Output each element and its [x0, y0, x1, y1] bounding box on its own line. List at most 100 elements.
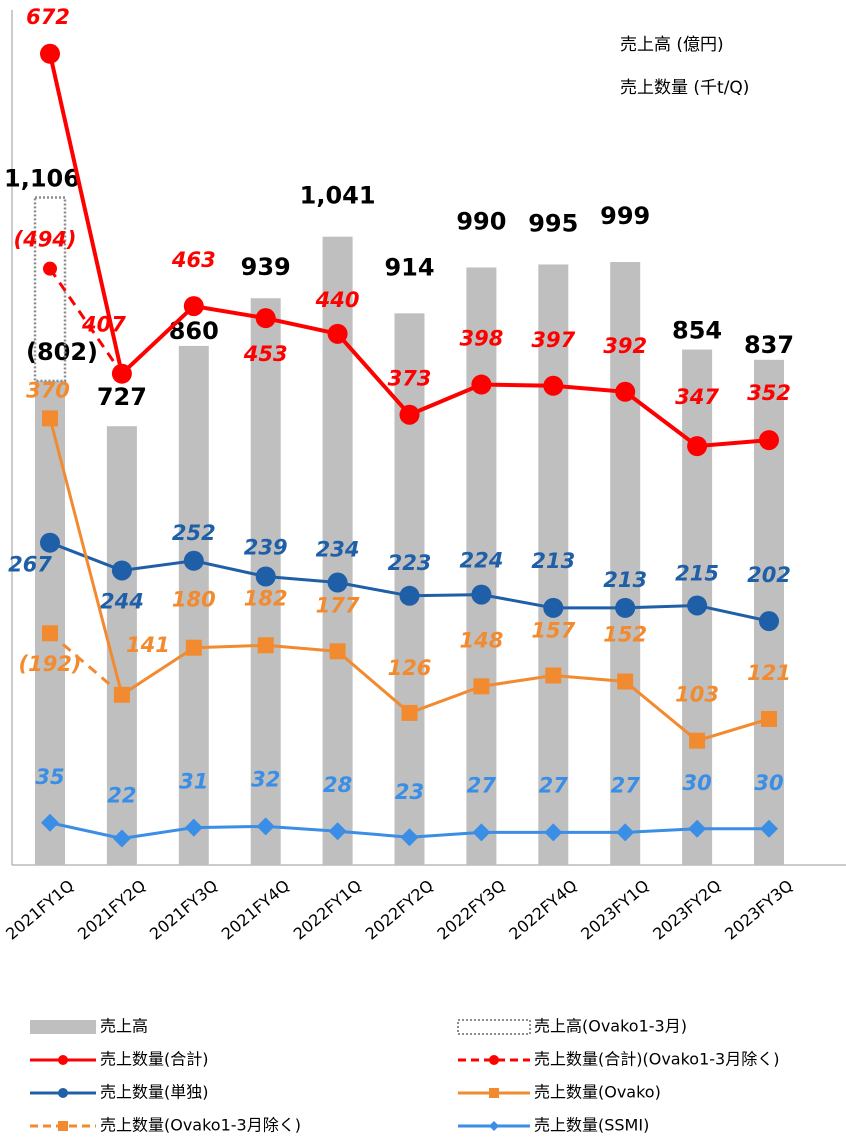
- data-label: 152: [603, 623, 647, 647]
- data-label: 157: [531, 618, 575, 642]
- data-label: 407: [81, 313, 126, 337]
- data-label: 392: [603, 334, 647, 358]
- legend-label: 売上高: [100, 1017, 148, 1036]
- data-label: (802): [26, 338, 98, 366]
- x-tick-label: 2022FY2Q: [362, 876, 437, 944]
- marker: [256, 817, 275, 836]
- legend-marker: [58, 1055, 68, 1065]
- data-label: (192): [18, 652, 81, 676]
- data-label: 30: [682, 771, 711, 795]
- data-label: 31: [179, 770, 208, 794]
- data-label: 453: [243, 342, 288, 366]
- legend-label: 売上数量(単独): [100, 1083, 209, 1102]
- legend-label: 売上数量(Ovako): [534, 1083, 661, 1102]
- data-label: 999: [600, 202, 650, 230]
- data-label: 239: [244, 535, 288, 559]
- data-label: 267: [8, 553, 52, 577]
- marker: [257, 637, 274, 654]
- bar: [178, 345, 209, 865]
- marker: [328, 822, 347, 841]
- x-tick-label: 2021FY1Q: [2, 876, 77, 944]
- unit-note: 売上数量 (千t/Q): [620, 78, 749, 98]
- data-label: 126: [388, 656, 432, 680]
- marker: [42, 625, 58, 642]
- marker: [471, 374, 492, 395]
- marker: [255, 308, 276, 329]
- marker: [40, 532, 60, 553]
- marker: [185, 639, 202, 656]
- marker: [399, 404, 420, 425]
- data-label: 141: [126, 633, 170, 657]
- legend-marker: [489, 1055, 499, 1065]
- data-label: 23: [395, 780, 424, 804]
- marker: [615, 381, 636, 402]
- bar: [610, 262, 641, 866]
- x-tick-label: 2023FY3Q: [721, 876, 796, 944]
- data-label: 440: [315, 288, 360, 312]
- data-label: 995: [528, 209, 578, 237]
- marker: [615, 597, 636, 618]
- legend-marker: [58, 1088, 68, 1098]
- line: [48, 267, 124, 375]
- data-label: 22: [107, 783, 136, 807]
- marker: [688, 819, 707, 838]
- data-label: (494): [13, 228, 76, 252]
- x-tick-label: 2023FY2Q: [649, 876, 724, 944]
- data-label: 27: [467, 773, 497, 797]
- data-label: 727: [97, 383, 147, 411]
- data-label: 914: [384, 253, 434, 281]
- data-label: 148: [459, 628, 503, 652]
- x-tick-label: 2022FY4Q: [505, 876, 580, 944]
- data-label: 224: [459, 549, 503, 573]
- data-label: 213: [531, 549, 575, 573]
- legend-marker: [58, 1121, 68, 1131]
- x-tick-label: 2023FY1Q: [577, 876, 652, 944]
- marker: [183, 550, 204, 571]
- data-label: 854: [672, 317, 722, 345]
- marker: [687, 436, 708, 457]
- marker: [41, 813, 59, 832]
- data-label: 27: [539, 773, 569, 797]
- marker: [473, 678, 490, 695]
- marker: [759, 611, 779, 632]
- data-label: 352: [747, 381, 791, 405]
- data-label: 215: [675, 561, 719, 585]
- marker: [543, 597, 564, 618]
- data-label: 373: [388, 367, 432, 391]
- marker: [760, 819, 778, 838]
- legend-swatch: [457, 1019, 531, 1035]
- legend-marker: [489, 1121, 499, 1131]
- data-label: 939: [241, 253, 291, 281]
- marker: [545, 667, 562, 684]
- marker: [327, 323, 348, 344]
- legend-label: 売上数量(SSMI): [534, 1116, 649, 1135]
- legend-label: 売上数量(Ovako1-3月除く): [100, 1116, 301, 1135]
- x-tick-label: 2021FY4Q: [218, 876, 293, 944]
- marker: [42, 410, 58, 427]
- data-label: 463: [171, 248, 216, 272]
- marker: [471, 584, 492, 605]
- data-label: 30: [754, 771, 783, 795]
- bar: [106, 426, 137, 865]
- marker: [183, 296, 204, 317]
- marker: [761, 710, 777, 727]
- marker: [689, 732, 706, 749]
- bar: [538, 264, 569, 866]
- marker: [472, 823, 491, 842]
- legend-label: 売上数量(合計): [100, 1050, 209, 1069]
- marker: [400, 828, 419, 847]
- legend-marker: [489, 1088, 499, 1098]
- marker: [111, 560, 132, 581]
- data-label: 397: [531, 328, 575, 352]
- data-label: 223: [388, 551, 432, 575]
- marker: [401, 704, 418, 721]
- data-label: 180: [172, 588, 216, 612]
- data-label: 35: [35, 765, 64, 789]
- bar: [466, 267, 497, 865]
- x-tick-label: 2022FY1Q: [290, 876, 365, 944]
- marker: [687, 595, 708, 616]
- x-tick-label: 2021FY3Q: [146, 876, 221, 944]
- data-label: 1,041: [300, 182, 376, 210]
- marker: [327, 572, 348, 593]
- marker: [329, 643, 346, 660]
